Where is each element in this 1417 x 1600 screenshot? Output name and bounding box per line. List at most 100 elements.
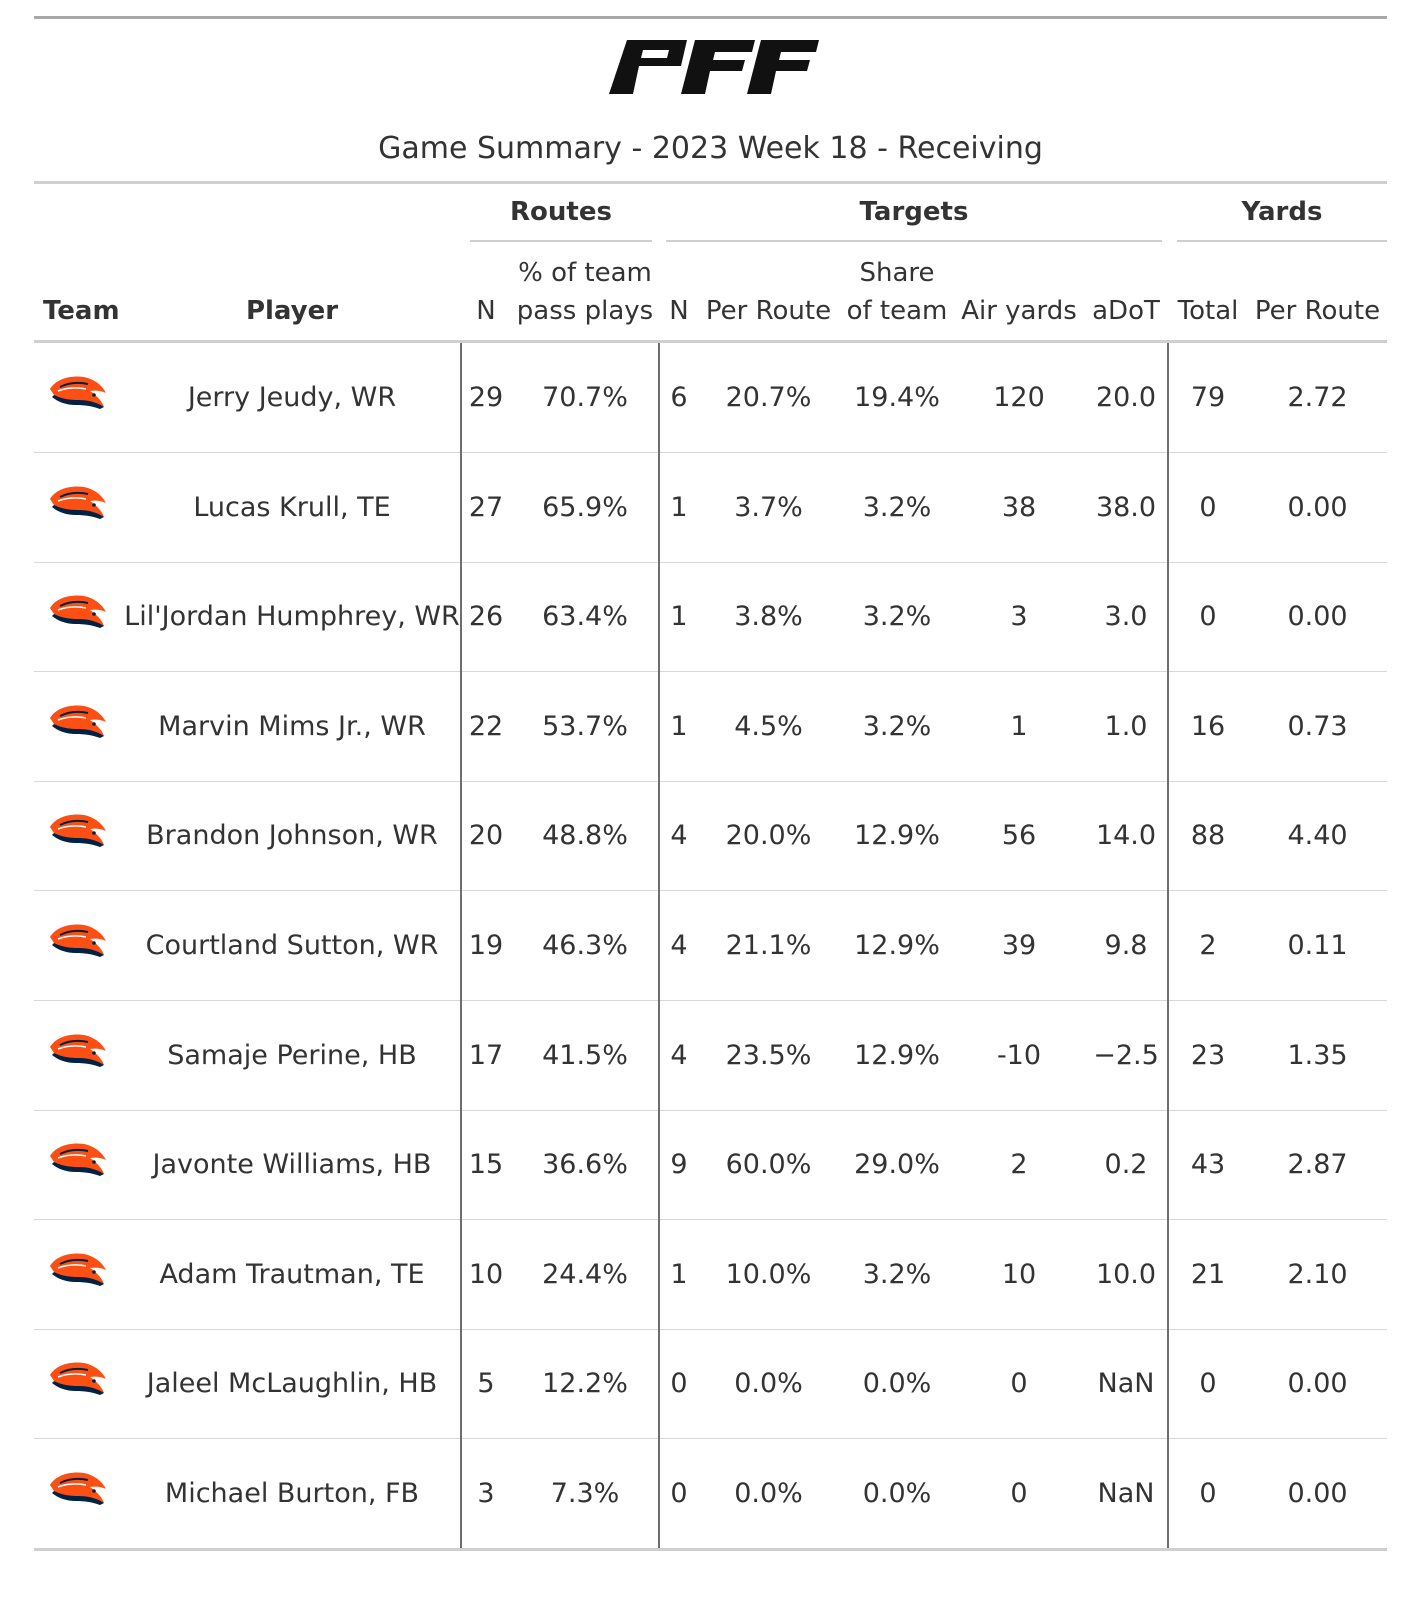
bottom-rule xyxy=(34,1548,1387,1551)
spanner-targets: Targets xyxy=(859,197,969,227)
table-title: Game Summary - 2023 Week 18 - Receiving xyxy=(378,131,1043,166)
cell-targets-per-route: 3.7% xyxy=(734,491,803,523)
cell-routes-n: 3 xyxy=(477,1478,495,1509)
broncos-logo-icon xyxy=(46,1031,110,1071)
col-yards-per-route: Per Route xyxy=(1254,296,1381,326)
cell-routes-pct: 41.5% xyxy=(542,1039,628,1071)
row-separator xyxy=(34,1328,1387,1330)
cell-yards-total: 0 xyxy=(1199,491,1217,523)
cell-adot: 10.0 xyxy=(1095,1258,1157,1290)
cell-yards-per-route: 4.40 xyxy=(1287,820,1348,852)
cell-targets-per-route: 3.8% xyxy=(734,601,803,633)
cell-air-yards: 120 xyxy=(993,382,1045,413)
table-row: Jaleel McLaughlin, HB 5 12.2% 0 0.0% 0.0% 0 NaN… xyxy=(34,1329,1387,1440)
cell-targets-share: 3.2% xyxy=(862,1258,932,1290)
pff-logo xyxy=(609,40,819,94)
cell-player: Marvin Mims Jr., WR xyxy=(158,710,426,742)
cell-yards-per-route: 2.87 xyxy=(1287,1149,1348,1181)
cell-targets-n: 0 xyxy=(670,1368,688,1400)
cell-routes-pct: 70.7% xyxy=(542,382,628,413)
col-team: Team xyxy=(43,296,120,326)
spanner-yards: Yards xyxy=(1241,197,1323,227)
cell-targets-per-route: 0.0% xyxy=(734,1368,803,1400)
table-row: Brandon Johnson, WR 20 48.8% 4 20.0% 12.9% 56 1… xyxy=(34,781,1387,892)
divider-routes xyxy=(460,343,462,1548)
cell-adot: 38.0 xyxy=(1095,491,1157,523)
cell-routes-n: 15 xyxy=(468,1149,504,1181)
cell-targets-n: 4 xyxy=(670,820,688,852)
cell-yards-per-route: 2.72 xyxy=(1287,382,1348,413)
row-separator xyxy=(34,452,1387,453)
cell-player: Brandon Johnson, WR xyxy=(146,820,438,852)
cell-player: Jerry Jeudy, WR xyxy=(187,382,397,413)
cell-player: Lil'Jordan Humphrey, WR xyxy=(124,601,460,633)
cell-player: Jaleel McLaughlin, HB xyxy=(146,1368,438,1400)
cell-targets-n: 9 xyxy=(670,1149,688,1181)
col-routes-n: N xyxy=(476,296,496,326)
row-separator xyxy=(34,561,1387,563)
cell-targets-share: 29.0% xyxy=(854,1149,940,1181)
cell-air-yards: 38 xyxy=(1001,491,1037,523)
cell-adot: NaN xyxy=(1097,1368,1155,1400)
cell-routes-n: 29 xyxy=(468,382,504,413)
header-rule xyxy=(34,340,1387,343)
cell-routes-pct: 36.6% xyxy=(542,1149,628,1181)
row-separator xyxy=(34,780,1387,782)
cell-routes-pct: 53.7% xyxy=(542,710,628,742)
row-separator xyxy=(34,1109,1387,1111)
cell-targets-n: 1 xyxy=(670,710,688,742)
col-yards-total: Total xyxy=(1177,296,1239,326)
cell-player: Michael Burton, FB xyxy=(164,1478,420,1509)
cell-yards-per-route: 0.73 xyxy=(1287,710,1348,742)
divider-yards xyxy=(1167,343,1169,1548)
cell-routes-n: 5 xyxy=(477,1368,495,1400)
cell-targets-per-route: 20.7% xyxy=(725,382,812,413)
cell-air-yards: 2 xyxy=(1010,1149,1028,1181)
cell-adot: 3.0 xyxy=(1104,601,1148,633)
cell-routes-pct: 12.2% xyxy=(542,1368,628,1400)
cell-air-yards: 39 xyxy=(1001,930,1037,961)
table-row: Lucas Krull, TE 27 65.9% 1 3.7% 3.2% 38 38.0 0 0.… xyxy=(34,453,1387,563)
cell-targets-share: 12.9% xyxy=(854,1039,940,1071)
cell-air-yards: -10 xyxy=(996,1039,1042,1071)
cell-targets-per-route: 21.1% xyxy=(725,930,812,961)
broncos-logo-icon xyxy=(46,811,110,851)
divider-targets xyxy=(658,343,660,1548)
cell-adot: −2.5 xyxy=(1093,1039,1159,1071)
cell-targets-per-route: 60.0% xyxy=(725,1149,812,1181)
cell-adot: 14.0 xyxy=(1095,820,1157,852)
cell-routes-pct: 24.4% xyxy=(542,1258,628,1290)
cell-air-yards: 10 xyxy=(1001,1258,1037,1290)
cell-yards-per-route: 2.10 xyxy=(1287,1258,1348,1290)
cell-yards-per-route: 0.00 xyxy=(1287,1368,1348,1400)
cell-routes-n: 22 xyxy=(468,710,504,742)
cell-targets-n: 1 xyxy=(670,601,688,633)
col-adot: aDoT xyxy=(1092,296,1160,326)
table-row: Michael Burton, FB 3 7.3% 0 0.0% 0.0% 0 NaN 0 0.0… xyxy=(34,1439,1387,1549)
cell-targets-n: 0 xyxy=(670,1478,688,1509)
broncos-logo-icon xyxy=(46,483,110,523)
cell-yards-total: 21 xyxy=(1190,1258,1226,1290)
cell-routes-pct: 46.3% xyxy=(542,930,628,961)
cell-air-yards: 0 xyxy=(1010,1478,1028,1509)
cell-targets-share: 3.2% xyxy=(862,601,932,633)
cell-targets-share: 12.9% xyxy=(854,820,940,852)
cell-yards-per-route: 0.00 xyxy=(1287,491,1348,523)
row-separator xyxy=(34,1219,1387,1221)
broncos-logo-icon xyxy=(46,702,110,742)
cell-routes-pct: 65.9% xyxy=(542,491,628,523)
col-targets-share-line2: of team xyxy=(846,296,948,326)
table-row: Javonte Williams, HB 15 36.6% 9 60.0% 29.0% 2 0… xyxy=(34,1110,1387,1221)
cell-adot: 1.0 xyxy=(1104,710,1148,742)
cell-air-yards: 1 xyxy=(1010,710,1028,742)
cell-yards-total: 43 xyxy=(1190,1149,1226,1181)
row-separator xyxy=(34,671,1387,673)
spanner-routes-line xyxy=(470,240,652,242)
cell-yards-total: 23 xyxy=(1190,1039,1226,1071)
cell-player: Courtland Sutton, WR xyxy=(145,930,439,961)
cell-yards-per-route: 1.35 xyxy=(1287,1039,1348,1071)
cell-yards-per-route: 0.00 xyxy=(1287,1478,1348,1509)
cell-adot: 9.8 xyxy=(1104,930,1148,961)
cell-targets-share: 12.9% xyxy=(854,930,940,961)
col-routes-pct-line1: % of team xyxy=(518,258,652,288)
